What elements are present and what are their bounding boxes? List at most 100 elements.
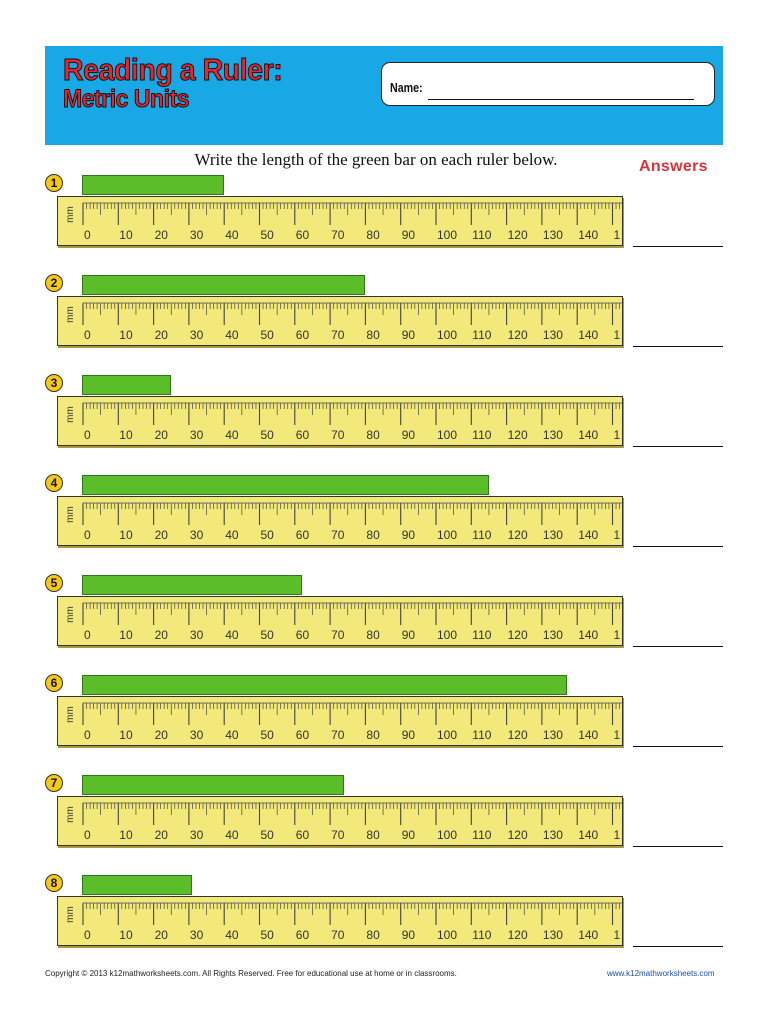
ruler-tick-label: 70: [331, 428, 345, 442]
ruler-tick-label: 0: [84, 228, 91, 242]
ruler-ticks: 0 10 20 30 40 50 60 70 80 90 100 110 120 130 140 1: [82, 702, 622, 742]
ruler-tick-label: 40: [225, 728, 239, 742]
ruler-tick-label: 110: [472, 628, 491, 642]
ruler-tick-label: 80: [366, 828, 380, 842]
ruler-tick-label: 90: [402, 328, 416, 342]
ruler-tick-label: 40: [225, 928, 239, 942]
ruler-tick-label: 130: [543, 828, 563, 842]
instructions: Write the length of the green bar on eac…: [194, 150, 558, 169]
ruler-tick-label: 130: [543, 728, 563, 742]
ruler-tick-label: 120: [508, 228, 528, 242]
ruler-ticks: 0 10 20 30 40 50 60 70 80 90 100 110 120 130 140 1: [82, 402, 622, 442]
ruler-ticks: 0 10 20 30 40 50 60 70 80 90 100 110 120 130 140 1: [82, 502, 622, 542]
ruler-tick-label: 120: [508, 928, 528, 942]
unit-label: mm: [64, 406, 76, 423]
ruler-tick-label: 70: [331, 228, 345, 242]
ruler-tick-label: 80: [366, 928, 380, 942]
problem-row: 2 0 10 20 30 40 50 60 70 80 90 100 110 120 130 140 1 mm: [0, 274, 768, 364]
ruler-tick-label: 20: [155, 628, 169, 642]
ruler-tick-label: 110: [472, 328, 491, 342]
ruler-tick-label: 30: [190, 628, 204, 642]
ruler-tick-label: 100: [437, 628, 457, 642]
unit-label: mm: [64, 806, 76, 823]
ruler-tick-label: 30: [190, 728, 204, 742]
ruler-tick-label: 50: [261, 228, 275, 242]
ruler-tick-label: 70: [331, 328, 345, 342]
green-bar: [82, 675, 567, 695]
ruler-tick-label: 1: [614, 928, 621, 942]
green-bar: [82, 575, 302, 595]
ruler-tick-label: 140: [578, 528, 598, 542]
unit-label: mm: [64, 306, 76, 323]
ruler: 0 10 20 30 40 50 60 70 80 90 100 110 120 130 140 1 mm: [57, 896, 623, 946]
ruler-tick-label: 0: [84, 328, 91, 342]
ruler-tick-label: 140: [578, 428, 598, 442]
ruler-tick-label: 100: [437, 228, 457, 242]
ruler-tick-label: 120: [508, 528, 528, 542]
ruler-tick-label: 1: [614, 728, 621, 742]
ruler-tick-label: 60: [296, 628, 310, 642]
ruler-tick-label: 1: [614, 328, 621, 342]
name-label: Name:: [390, 80, 423, 95]
ruler-tick-label: 0: [84, 528, 91, 542]
ruler-tick-label: 130: [543, 228, 563, 242]
ruler-ticks: 0 10 20 30 40 50 60 70 80 90 100 110 120 130 140 1: [82, 802, 622, 842]
ruler-tick-label: 110: [472, 528, 491, 542]
ruler-tick-label: 30: [190, 828, 204, 842]
problem-number-badge: 6: [45, 674, 63, 692]
ruler-tick-label: 40: [225, 428, 239, 442]
ruler-tick-label: 10: [119, 328, 133, 342]
ruler-tick-label: 110: [472, 728, 491, 742]
website-link[interactable]: www.k12mathworksheets.com: [607, 969, 715, 978]
ruler-tick-label: 80: [366, 428, 380, 442]
green-bar: [82, 475, 489, 495]
ruler-tick-label: 130: [543, 628, 563, 642]
ruler-tick-label: 1: [614, 828, 621, 842]
unit-label: mm: [64, 506, 76, 523]
answer-line[interactable]: [633, 246, 723, 247]
answer-line[interactable]: [633, 746, 723, 747]
ruler-tick-label: 90: [402, 528, 416, 542]
ruler-tick-label: 10: [119, 428, 133, 442]
ruler-tick-label: 40: [225, 328, 239, 342]
name-box: Name:: [381, 62, 715, 106]
ruler-tick-label: 20: [155, 528, 169, 542]
ruler-tick-label: 20: [155, 428, 169, 442]
ruler-tick-label: 60: [296, 728, 310, 742]
ruler-tick-label: 20: [155, 828, 169, 842]
ruler-tick-label: 0: [84, 728, 91, 742]
ruler-tick-label: 140: [578, 328, 598, 342]
ruler-tick-label: 60: [296, 428, 310, 442]
problem-row: 4 0 10 20 30 40 50 60 70 80 90 100 110 120 130 140 1 mm: [0, 474, 768, 564]
ruler-tick-label: 50: [261, 928, 275, 942]
problem-number-badge: 7: [45, 774, 63, 792]
ruler-tick-label: 100: [437, 928, 457, 942]
ruler-tick-label: 120: [508, 328, 528, 342]
ruler-tick-label: 70: [331, 528, 345, 542]
ruler-tick-label: 30: [190, 928, 204, 942]
ruler-tick-label: 90: [402, 228, 416, 242]
ruler-tick-label: 130: [543, 428, 563, 442]
ruler-tick-label: 100: [437, 528, 457, 542]
answer-line[interactable]: [633, 846, 723, 847]
problem-number-badge: 8: [45, 874, 63, 892]
answer-line[interactable]: [633, 946, 723, 947]
answer-line[interactable]: [633, 546, 723, 547]
name-input-line[interactable]: [428, 99, 694, 100]
answer-line[interactable]: [633, 446, 723, 447]
answer-line[interactable]: [633, 346, 723, 347]
ruler-tick-label: 110: [472, 228, 491, 242]
answer-line[interactable]: [633, 646, 723, 647]
ruler-tick-label: 100: [437, 828, 457, 842]
ruler-tick-label: 50: [261, 828, 275, 842]
ruler-tick-label: 100: [437, 728, 457, 742]
problem-number-badge: 5: [45, 574, 63, 592]
ruler-tick-label: 40: [225, 528, 239, 542]
unit-label: mm: [64, 206, 76, 223]
problem-number-badge: 2: [45, 274, 63, 292]
ruler-tick-label: 30: [190, 228, 204, 242]
green-bar: [82, 275, 366, 295]
green-bar: [82, 375, 172, 395]
ruler-tick-label: 20: [155, 328, 169, 342]
ruler-tick-label: 60: [296, 328, 310, 342]
